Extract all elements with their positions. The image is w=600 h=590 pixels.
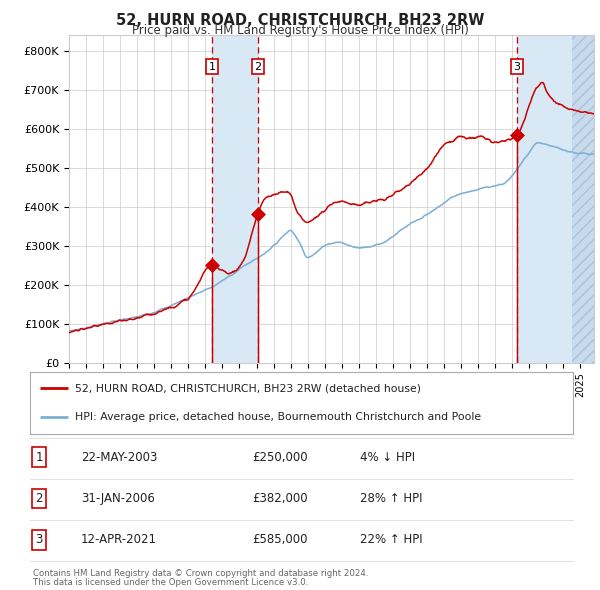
Text: This data is licensed under the Open Government Licence v3.0.: This data is licensed under the Open Gov… bbox=[33, 578, 308, 587]
Text: 22% ↑ HPI: 22% ↑ HPI bbox=[360, 533, 422, 546]
Text: 4% ↓ HPI: 4% ↓ HPI bbox=[360, 451, 415, 464]
Text: 12-APR-2021: 12-APR-2021 bbox=[81, 533, 157, 546]
Bar bbox=[517, 35, 594, 363]
Text: £250,000: £250,000 bbox=[252, 451, 308, 464]
Text: 3: 3 bbox=[35, 533, 43, 546]
Bar bbox=[212, 35, 258, 363]
Text: £585,000: £585,000 bbox=[252, 533, 308, 546]
Text: 31-JAN-2006: 31-JAN-2006 bbox=[81, 492, 155, 505]
Bar bbox=[572, 35, 594, 363]
Text: 22-MAY-2003: 22-MAY-2003 bbox=[81, 451, 157, 464]
Text: Contains HM Land Registry data © Crown copyright and database right 2024.: Contains HM Land Registry data © Crown c… bbox=[33, 569, 368, 578]
Text: 52, HURN ROAD, CHRISTCHURCH, BH23 2RW (detached house): 52, HURN ROAD, CHRISTCHURCH, BH23 2RW (d… bbox=[74, 384, 421, 394]
Bar bbox=[572, 35, 594, 363]
Text: £382,000: £382,000 bbox=[252, 492, 308, 505]
Text: Price paid vs. HM Land Registry's House Price Index (HPI): Price paid vs. HM Land Registry's House … bbox=[131, 24, 469, 37]
Text: HPI: Average price, detached house, Bournemouth Christchurch and Poole: HPI: Average price, detached house, Bour… bbox=[74, 412, 481, 422]
Text: 28% ↑ HPI: 28% ↑ HPI bbox=[360, 492, 422, 505]
Text: 52, HURN ROAD, CHRISTCHURCH, BH23 2RW: 52, HURN ROAD, CHRISTCHURCH, BH23 2RW bbox=[116, 13, 484, 28]
Text: 2: 2 bbox=[254, 61, 262, 71]
Text: 1: 1 bbox=[208, 61, 215, 71]
Text: 2: 2 bbox=[35, 492, 43, 505]
Text: 3: 3 bbox=[514, 61, 520, 71]
Text: 1: 1 bbox=[35, 451, 43, 464]
